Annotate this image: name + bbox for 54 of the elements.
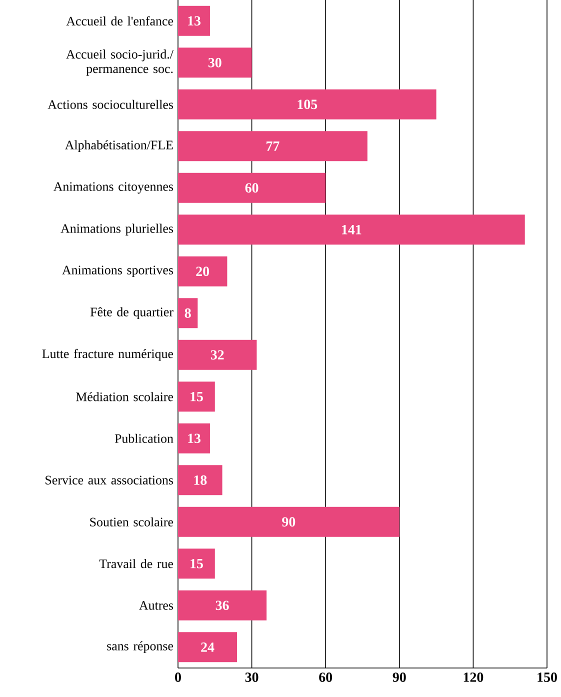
x-tick-label: 90 [392, 672, 406, 682]
bar [178, 382, 215, 412]
y-tick-label: Lutte fracture numérique [42, 348, 174, 361]
data-label: 32 [210, 350, 224, 360]
bar [178, 590, 267, 620]
data-label: 15 [190, 392, 203, 402]
data-label: 13 [188, 16, 200, 26]
bar [178, 89, 436, 120]
data-label: 105 [298, 100, 318, 110]
y-tick-label: Fête de quartier [90, 307, 174, 320]
bar [178, 632, 238, 662]
bar [178, 214, 525, 245]
x-tick-label: 120 [464, 672, 484, 682]
bar [178, 423, 210, 454]
y-tick-label: Actions socioculturelles [48, 100, 174, 109]
data-label: 36 [216, 600, 229, 610]
data-label: 24 [201, 642, 214, 652]
data-label: 60 [245, 183, 258, 193]
bar [178, 340, 257, 370]
y-tick-label: Soutien scolaire [90, 517, 174, 526]
data-label: 30 [208, 58, 222, 68]
bar [178, 172, 326, 203]
bar [178, 465, 222, 496]
bar [178, 506, 400, 537]
y-tick-label: Travail de rue [99, 559, 174, 568]
y-tick-label: Animations sportives [62, 266, 174, 278]
x-tick-label: 150 [538, 672, 557, 682]
y-tick-label: Animations plurielles [60, 224, 174, 236]
x-tick-label: 60 [319, 672, 332, 682]
y-tick-label: Médiation scolaire [76, 392, 174, 402]
data-label: 18 [194, 475, 207, 485]
bar [178, 298, 198, 328]
x-tick-label: 30 [245, 672, 258, 682]
data-label: 13 [188, 434, 200, 444]
data-label: 8 [184, 308, 191, 318]
x-tick-label: 0 [175, 672, 181, 682]
bar [178, 6, 210, 36]
y-tick-label: Accueil socio-jurid./ permanence soc. [66, 50, 174, 76]
data-label: 77 [266, 142, 280, 151]
data-label: 20 [196, 266, 210, 276]
y-tick-label: Service aux associations [46, 476, 174, 484]
y-tick-label: Animations citoyennes [53, 182, 174, 194]
y-tick-label: Accueil de l'enfance [66, 16, 174, 26]
bar [178, 256, 228, 286]
data-label: 90 [282, 517, 296, 527]
bar [178, 131, 368, 162]
bar [178, 548, 215, 579]
y-tick-label: Alphabétisation/FLE [64, 140, 173, 152]
y-tick-label: sans réponse [107, 641, 174, 654]
y-tick-label: Publication [114, 434, 174, 443]
data-label: 141 [342, 225, 362, 234]
y-tick-label: Autres [139, 601, 174, 610]
data-label: 15 [190, 558, 203, 568]
bar [178, 48, 252, 78]
